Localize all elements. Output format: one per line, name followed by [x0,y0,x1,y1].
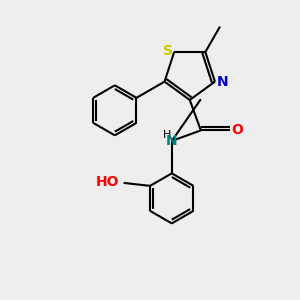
Text: N: N [217,75,228,88]
Text: O: O [231,123,243,137]
Text: N: N [166,134,178,148]
Text: H: H [163,130,172,140]
Text: HO: HO [96,175,119,189]
Text: S: S [163,44,173,58]
